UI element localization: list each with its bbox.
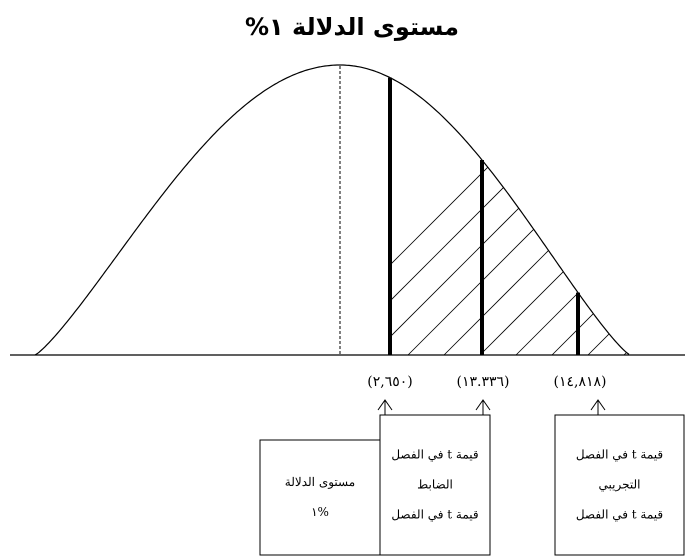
box-line: قيمة t في الفصل — [576, 508, 663, 522]
box-line: الضابط — [417, 478, 453, 492]
arrow-head — [590, 399, 606, 411]
value-label: (١٣.٣٣٦) — [457, 374, 510, 390]
hatching — [390, 55, 685, 355]
value-label: (١٤,٨١٨) — [554, 374, 607, 390]
hatch-line — [587, 77, 630, 355]
hatch-line — [390, 77, 630, 355]
curve — [34, 64, 630, 356]
box-line: مستوى الدلالة — [285, 475, 355, 489]
box-frame — [259, 439, 381, 556]
value-label: (٢,٦٥٠) — [367, 374, 412, 390]
hatch-line — [390, 77, 601, 355]
text-box: قيمة t في الفصل التجريبي قيمة t في الفصل — [554, 414, 685, 556]
text-box: قيمة t في الفصل الضابط قيمة t في الفصل — [379, 414, 491, 556]
box-line: قيمة t في الفصل — [391, 508, 478, 522]
text-box: مستوى الدلالة %١ — [259, 439, 381, 556]
title: مستوى الدلالة ١% — [245, 13, 459, 41]
arrow-head — [475, 399, 491, 411]
box-line: التجريبي — [599, 478, 641, 492]
box-line: قيمة t في الفصل — [576, 448, 663, 462]
arrow-head — [377, 399, 393, 411]
hatch-line — [623, 77, 630, 355]
hatch-line — [515, 77, 630, 355]
box-frame — [554, 414, 685, 556]
box-line: قيمة t في الفصل — [391, 448, 478, 462]
box-frame — [379, 414, 491, 556]
hatch-line — [660, 55, 685, 355]
hatch-line — [479, 77, 630, 355]
hatch-line — [551, 77, 630, 355]
box-line: %١ — [311, 505, 329, 519]
